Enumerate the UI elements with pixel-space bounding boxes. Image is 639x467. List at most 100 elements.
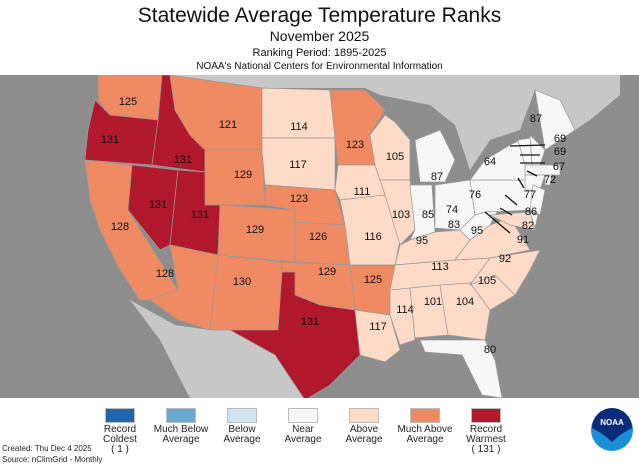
us-state-map: 125 131 128 131 131 121 129 131 129 128 130 114 117 1… (0, 75, 639, 398)
legend-label: Much Above Average (397, 424, 453, 445)
rank-label-wa: 125 (119, 96, 137, 108)
legend-item: Below Average (212, 408, 272, 445)
legend-extra: ( 131 ) (471, 444, 501, 455)
rank-label-ia: 111 (354, 186, 371, 198)
state-fl (419, 339, 503, 398)
legend-swatch (227, 408, 257, 423)
rank-label-ok: 129 (318, 266, 336, 278)
legend-label: Much Below Average (153, 424, 209, 445)
rank-label-nv: 131 (149, 199, 167, 211)
organization: NOAA's National Centers for Environmenta… (196, 61, 443, 72)
rank-label-wv: 83 (448, 219, 460, 231)
state-nm (209, 254, 283, 331)
rank-label-ky: 95 (416, 235, 428, 247)
rank-label-de: 82 (522, 220, 534, 232)
leader-line-ri (526, 170, 538, 177)
rank-label-nj: 86 (525, 206, 537, 218)
rank-label-la: 117 (369, 321, 387, 333)
legend-label: Above Average (345, 424, 383, 445)
state-nj (529, 184, 546, 216)
rank-label-md: 91 (517, 234, 529, 246)
state-wi (369, 114, 411, 181)
rank-label-ct: 77 (524, 189, 536, 201)
rank-label-tn: 113 (431, 261, 449, 273)
map-title: Statewide Average Temperature Ranks (137, 4, 502, 27)
legend-label: Near Average (284, 424, 322, 445)
rank-label-nh: 69 (554, 146, 566, 158)
leader-line-nj (504, 194, 518, 206)
rank-label-sc: 105 (478, 275, 496, 287)
mexico (130, 300, 304, 398)
rank-label-mt: 121 (219, 119, 237, 131)
state-mi (414, 129, 456, 183)
legend-item: Record Warmest( 131 ) (456, 408, 516, 455)
state-ma (524, 164, 561, 176)
leader-line-md (484, 211, 511, 234)
data-source: Source: nClimGrid - Monthly (2, 455, 103, 464)
rank-label-ks: 126 (309, 231, 327, 243)
rank-label-pa: 76 (469, 189, 481, 201)
rank-label-nd: 114 (290, 121, 308, 133)
rank-label-tx: 131 (301, 316, 319, 328)
legend-swatch (105, 408, 135, 423)
legend-swatch (410, 408, 440, 423)
state-ks (294, 221, 351, 266)
rank-label-nc: 92 (499, 253, 511, 265)
ranking-period: Ranking Period: 1895-2025 (252, 47, 387, 59)
state-md (488, 211, 536, 231)
rank-label-ne: 123 (290, 193, 308, 205)
state-ga (439, 282, 491, 341)
legend-label: Record Warmest (466, 424, 506, 445)
legend-item: Much Below Average (151, 408, 211, 445)
legend-swatch (349, 408, 379, 423)
rank-label-sd: 117 (289, 159, 307, 171)
legend-label: Record Coldest (103, 424, 137, 445)
state-ms (389, 287, 416, 346)
created-date: Created: Thu Dec 4 2025 (2, 444, 92, 453)
legend-item: Near Average (273, 408, 333, 445)
legend-item: Record Coldest( 1 ) (90, 408, 150, 455)
legend-extra: ( 1 ) (111, 444, 129, 455)
leader-line-de (499, 207, 513, 216)
rank-label-ms: 114 (396, 304, 414, 316)
legend-swatch (471, 408, 501, 423)
legend-swatch (288, 408, 318, 423)
rank-label-or: 131 (101, 134, 119, 146)
leader-line-ct (517, 177, 525, 189)
rank-label-mn: 123 (346, 139, 364, 151)
rank-label-wi: 105 (386, 151, 404, 163)
rank-label-va: 95 (471, 225, 483, 237)
rank-label-ri: 72 (544, 174, 556, 186)
legend-item: Much Above Average (395, 408, 455, 445)
state-tx (228, 271, 361, 398)
state-ar (349, 264, 396, 316)
rank-label-ma: 67 (553, 161, 565, 173)
rank-label-il: 103 (392, 209, 410, 221)
rank-label-wy: 129 (234, 169, 252, 181)
legend-swatch (166, 408, 196, 423)
legend-item: Above Average (334, 408, 394, 445)
rank-label-oh: 74 (446, 204, 458, 216)
state-nv (127, 164, 179, 251)
map-month: November 2025 (269, 28, 370, 44)
state-wy (204, 149, 266, 206)
state-la (354, 309, 401, 363)
rank-label-az: 128 (156, 268, 174, 280)
rank-label-vt: 69 (554, 133, 566, 145)
noaa-logo: NOAA (591, 408, 633, 451)
rank-label-co: 129 (246, 224, 264, 236)
rank-label-mo: 116 (364, 231, 382, 243)
legend-label: Below Average (223, 424, 261, 445)
rank-label-al: 101 (424, 296, 442, 308)
state-ri (544, 174, 553, 186)
svg-text:NOAA: NOAA (600, 418, 624, 427)
rank-label-me: 87 (530, 113, 542, 125)
rank-label-mi: 87 (431, 171, 443, 183)
rank-label-id: 131 (174, 154, 192, 166)
rank-label-ga: 104 (456, 296, 474, 308)
state-me (534, 89, 576, 151)
rank-label-ut: 131 (191, 209, 209, 221)
rank-label-ny: 64 (484, 156, 496, 168)
rank-label-ca: 128 (111, 221, 129, 233)
rank-label-nm: 130 (233, 276, 251, 288)
